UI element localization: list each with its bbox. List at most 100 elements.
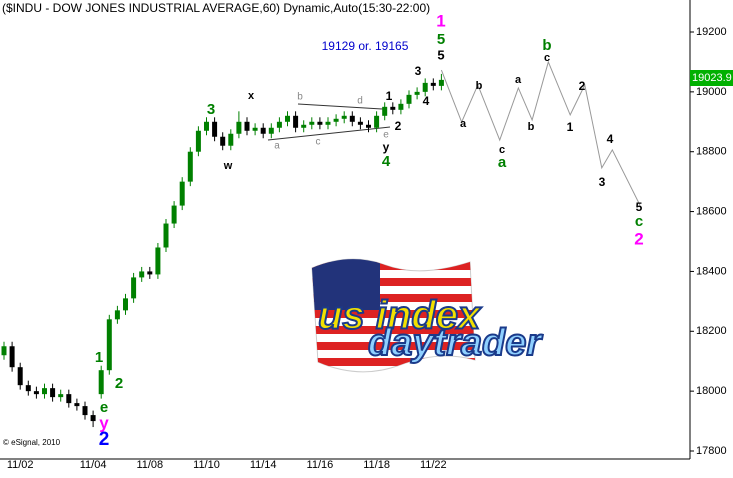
x-tick-label: 11/18 [363, 459, 390, 471]
wave-label: e [100, 399, 108, 416]
candle-body [106, 319, 112, 371]
wave-label: 2 [579, 79, 586, 93]
wave-label: w [223, 160, 233, 172]
candle-body [179, 181, 185, 206]
candle-body [236, 121, 242, 134]
candle-body [414, 91, 420, 95]
candle-body [42, 388, 47, 395]
wave-label: a [498, 154, 507, 171]
y-tick-label: 17800 [696, 445, 727, 457]
candle-body [252, 127, 258, 131]
candle-body [114, 310, 120, 320]
wave-label: 2 [99, 429, 110, 450]
wave-label: 3 [599, 175, 606, 189]
candle-body [398, 103, 404, 110]
y-tick-label: 18000 [696, 385, 727, 397]
candle-body [390, 106, 396, 110]
x-tick-label: 11/08 [136, 459, 163, 471]
candle-body [123, 298, 128, 311]
wave-label: 4 [382, 153, 391, 170]
candle-body [244, 121, 250, 131]
wave-label: 2 [395, 119, 402, 133]
candle-body [285, 115, 290, 122]
candle-body [309, 121, 315, 125]
wave-label: 19129 or. 19165 [322, 39, 409, 53]
candle-body [131, 277, 137, 299]
wave-label: 4 [423, 94, 430, 108]
wave-label: 3 [207, 101, 215, 118]
wave-label: 1 [567, 120, 574, 134]
candle-body [50, 388, 56, 398]
y-tick-label: 19200 [696, 26, 727, 38]
x-tick-label: 11/10 [193, 459, 220, 471]
candle-body [163, 223, 169, 248]
wave-label: c [316, 137, 321, 148]
wave-label: 2 [115, 375, 123, 392]
candle-body [268, 127, 274, 134]
candle-body [317, 121, 323, 125]
chart-title: ($INDU - DOW JONES INDUSTRIAL AVERAGE,60… [2, 1, 430, 15]
x-tick-label: 11/22 [420, 459, 447, 471]
candle-body [438, 79, 444, 86]
candle-body [155, 247, 161, 275]
candle-body [195, 130, 201, 152]
candle-body [276, 121, 282, 128]
candle-body [260, 127, 266, 134]
flag-logo [311, 258, 476, 373]
candle-body [422, 82, 428, 92]
wave-label: x [248, 90, 255, 102]
candle-body [139, 271, 145, 278]
candle-body [9, 346, 15, 368]
wave-label: a [515, 74, 522, 86]
candle-body [382, 106, 388, 116]
candle-body [212, 121, 218, 137]
wave-label: d [357, 96, 363, 107]
wave-label: 5 [636, 200, 643, 214]
candle-body [293, 115, 299, 128]
candle-body [325, 121, 331, 125]
candle-body [220, 136, 226, 146]
y-tick-label: 19000 [696, 86, 727, 98]
wave-label: a [460, 118, 467, 130]
wave-label: 1 [436, 11, 445, 30]
projection-line [440, 60, 641, 206]
wave-label: 1 [95, 349, 103, 366]
wave-label: b [297, 92, 303, 103]
triangle-line [267, 126, 391, 141]
y-tick-label: 18200 [696, 325, 727, 337]
x-tick-label: 11/14 [250, 459, 277, 471]
candle-body [333, 118, 339, 122]
x-tick-label: 11/16 [307, 459, 334, 471]
wave-label: c [499, 144, 505, 156]
candle-body [366, 124, 371, 128]
wave-label: 4 [607, 132, 614, 146]
logo-text: daytrader [368, 322, 543, 364]
y-tick-label: 18800 [696, 146, 727, 158]
wave-label: b [528, 121, 535, 133]
candle-body [406, 94, 412, 104]
wave-label: a [274, 141, 280, 152]
candle-body [33, 391, 39, 395]
candle-body [430, 82, 436, 86]
candle-body [1, 346, 7, 356]
candle-body [228, 133, 234, 146]
candle-body [74, 403, 80, 407]
candle-body [98, 370, 104, 395]
candle-body [187, 151, 193, 182]
wave-label: e [383, 130, 389, 141]
y-tick-label: 18400 [696, 265, 727, 277]
y-tick-label: 18600 [696, 205, 727, 217]
wave-label: b [476, 80, 483, 92]
candle-body [90, 415, 96, 422]
wave-label: c [544, 52, 550, 64]
x-tick-label: 11/04 [80, 459, 107, 471]
last-price-box [690, 70, 733, 86]
wave-label: y [99, 413, 109, 432]
last-price: 19023.9 [692, 72, 732, 84]
copyright: © eSignal, 2010 [3, 438, 61, 447]
candle-body [17, 367, 23, 386]
wave-label: 2 [634, 229, 643, 248]
wave-label: b [542, 37, 551, 54]
